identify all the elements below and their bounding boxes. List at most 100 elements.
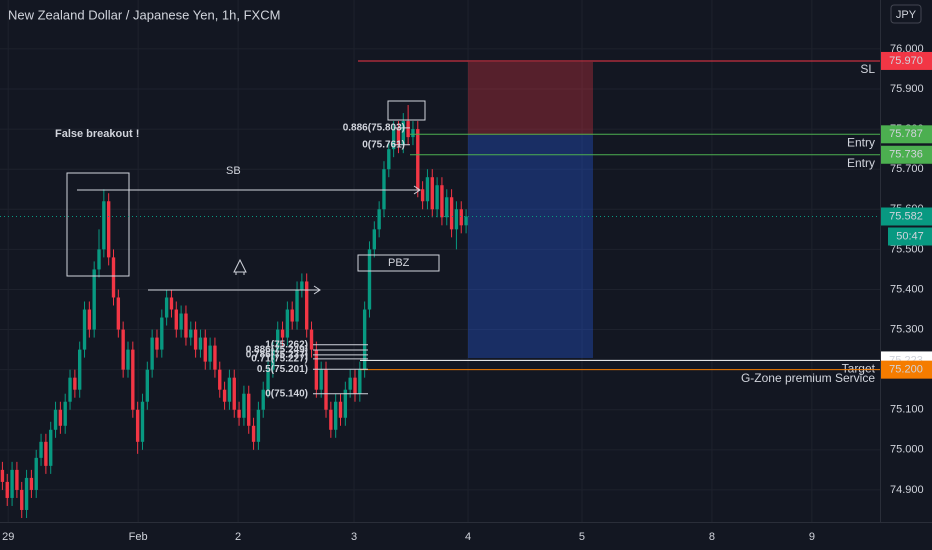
price-label: 75.970 — [889, 55, 923, 67]
x-tick-label: 4 — [465, 531, 471, 543]
fib-label: 0.71(75.227) — [251, 353, 308, 364]
candle-body — [82, 309, 87, 350]
candle-body — [193, 329, 198, 350]
arrow-head — [313, 285, 321, 295]
candle-body — [324, 369, 328, 410]
candle-body — [280, 329, 285, 338]
stop-zone — [468, 62, 593, 135]
candle-body — [232, 377, 236, 410]
x-tick-label: 3 — [351, 531, 357, 543]
price-label-box — [881, 207, 932, 226]
candle-body — [135, 409, 140, 442]
x-tick-label: 2 — [235, 531, 241, 543]
y-tick-label: 75.300 — [890, 323, 924, 335]
chart-title: New Zealand Dollar / Japanese Yen, 1h, F… — [8, 7, 280, 22]
candle-body — [309, 329, 314, 350]
price-label-box — [881, 360, 932, 379]
candle-body — [102, 201, 106, 250]
fib-label: 1(75.262) — [265, 339, 308, 350]
fib-label: 0.886(75.249) — [246, 345, 308, 356]
candle-body — [276, 329, 280, 350]
candle-body — [184, 313, 188, 338]
candle-body — [0, 469, 5, 482]
candle-body — [34, 457, 38, 490]
candle-body — [290, 309, 294, 322]
icon — [233, 258, 247, 275]
candle-body — [362, 309, 367, 370]
annotation: PBZ — [388, 257, 410, 269]
countdown: 50:47 — [896, 230, 924, 242]
candle-body — [420, 189, 425, 202]
candle-body — [15, 469, 19, 490]
candle-body — [449, 197, 454, 230]
candle-body — [222, 389, 227, 402]
candle-body — [126, 349, 130, 370]
candle-body — [440, 185, 444, 218]
candle-body — [343, 389, 348, 418]
candle-body — [49, 429, 53, 466]
candle-body — [435, 185, 439, 210]
candle-body — [63, 401, 67, 426]
y-tick-label: 76.000 — [890, 43, 924, 55]
candle-body — [256, 409, 261, 442]
candle-body — [169, 297, 174, 310]
y-tick-label: 75.100 — [890, 404, 924, 416]
candle-body — [261, 389, 265, 410]
candle-body — [97, 249, 101, 270]
candle-body — [68, 377, 72, 402]
candles — [0, 105, 468, 518]
candle-body — [372, 229, 377, 250]
candle-body — [145, 369, 150, 402]
candle-body — [208, 345, 212, 362]
candle-body — [131, 349, 135, 410]
candle-body — [155, 337, 159, 350]
annotation: False breakout ! — [55, 128, 139, 140]
candle-body — [338, 401, 343, 418]
y-tick-label: 75.000 — [890, 444, 924, 456]
fib-label: 0(75.761) — [362, 139, 405, 150]
candle-body — [5, 481, 9, 498]
candle-body — [140, 401, 145, 442]
candle-body — [203, 337, 207, 362]
sb-arrow-head — [413, 185, 421, 195]
candle-body — [87, 309, 92, 330]
candle-body — [391, 129, 396, 150]
candle-body — [305, 281, 309, 330]
candle-body — [406, 121, 410, 138]
breakout-box — [66, 172, 130, 277]
candle-body — [300, 281, 304, 290]
fib-label: 0.5(75.201) — [257, 364, 308, 375]
candle-body — [396, 129, 401, 146]
candle-body — [242, 393, 246, 418]
candle-body — [266, 369, 270, 390]
candle-body — [358, 369, 362, 394]
candle-body — [430, 177, 434, 210]
candle-body — [160, 317, 164, 350]
candle-body — [111, 257, 116, 298]
candle-body — [251, 425, 256, 442]
candle-body — [377, 209, 381, 230]
candle-body — [213, 345, 217, 370]
candle-body — [387, 149, 391, 170]
price-label-box — [881, 145, 932, 164]
price-label: 75.582 — [889, 210, 923, 222]
fib-label: 0(75.140) — [265, 388, 308, 399]
candle-body — [150, 337, 154, 370]
target-zone — [468, 135, 593, 358]
fib-label: 0.886(75.803) — [343, 123, 405, 134]
currency-button[interactable] — [890, 4, 922, 24]
currency[interactable]: JPY — [896, 9, 917, 21]
x-tick-label: 29 — [2, 531, 14, 543]
level-tag: Entry — [847, 156, 875, 170]
level-tag: G-Zone premium Service — [741, 371, 875, 385]
candle-body — [411, 129, 415, 138]
y-tick-label: 75.700 — [890, 163, 924, 175]
level-tag: Entry — [847, 135, 875, 149]
candle-body — [285, 309, 290, 338]
x-tick-label: 5 — [579, 531, 585, 543]
x-tick-label: 9 — [809, 531, 815, 543]
y-tick-label: 74.900 — [890, 484, 924, 496]
candle-body — [329, 409, 333, 430]
countdown-box — [888, 227, 932, 246]
